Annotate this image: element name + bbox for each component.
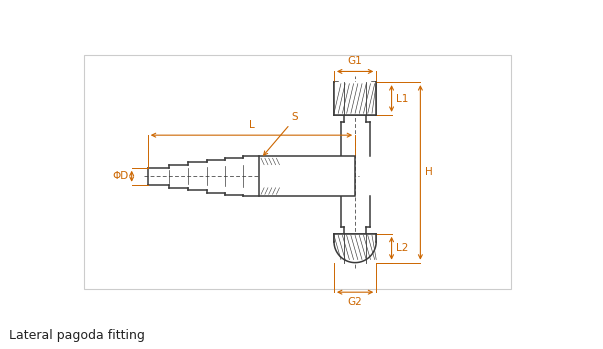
Text: L2: L2: [396, 243, 409, 253]
FancyBboxPatch shape: [84, 55, 511, 290]
Text: G1: G1: [348, 57, 362, 66]
Text: L: L: [248, 120, 254, 130]
Text: L1: L1: [396, 94, 409, 104]
Text: Lateral pagoda fitting: Lateral pagoda fitting: [9, 329, 145, 342]
Text: H: H: [425, 168, 433, 177]
Text: S: S: [292, 112, 298, 122]
Bar: [259, 156, 355, 196]
Bar: [334, 234, 376, 262]
Text: G2: G2: [348, 297, 362, 307]
Text: ΦD: ΦD: [112, 171, 128, 181]
Bar: [334, 82, 376, 115]
